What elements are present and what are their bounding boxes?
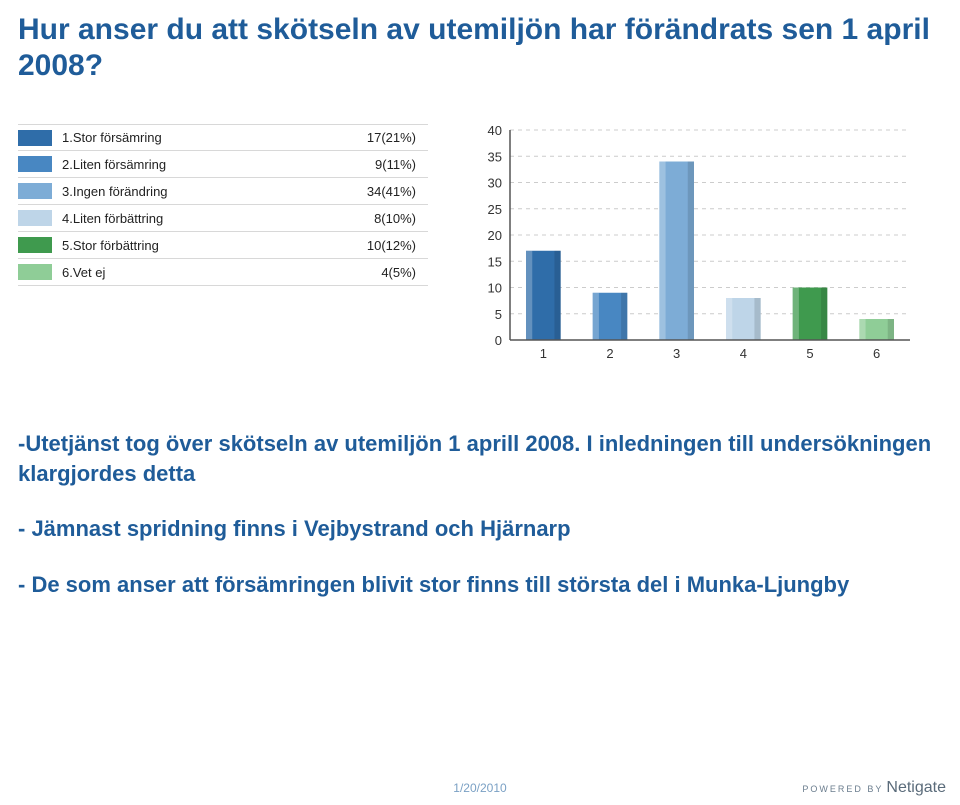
analysis-bullet: -Utetjänst tog över skötseln av utemiljö… — [18, 429, 942, 488]
analysis-text: -Utetjänst tog över skötseln av utemiljö… — [18, 429, 942, 600]
legend-row: 3.Ingen förändring34(41%) — [18, 178, 428, 205]
svg-text:5: 5 — [495, 307, 502, 322]
powered-by: POWERED BYNetigate — [802, 779, 946, 797]
legend-table: 1.Stor försämring17(21%)2.Liten försämri… — [18, 124, 428, 369]
legend-label: 1.Stor försämring — [62, 130, 367, 145]
svg-text:1: 1 — [540, 346, 547, 361]
svg-text:35: 35 — [488, 149, 502, 164]
content-row: 1.Stor försämring17(21%)2.Liten försämri… — [0, 124, 960, 369]
legend-swatch — [18, 210, 52, 226]
chart-svg: 0 5 10 15 20 25 30 35 40 1 2 3 4 5 6 — [468, 124, 920, 364]
legend-value: 8(10%) — [374, 211, 428, 226]
svg-text:10: 10 — [488, 281, 502, 296]
analysis-bullet: - Jämnast spridning finns i Vejbystrand … — [18, 514, 942, 544]
legend-row: 2.Liten försämring9(11%) — [18, 151, 428, 178]
legend-label: 4.Liten förbättring — [62, 211, 374, 226]
svg-text:0: 0 — [495, 333, 502, 348]
legend-value: 4(5%) — [381, 265, 428, 280]
legend-value: 34(41%) — [367, 184, 428, 199]
powered-brand: Netigate — [886, 779, 946, 796]
svg-text:2: 2 — [606, 346, 613, 361]
legend-swatch — [18, 183, 52, 199]
legend-value: 9(11%) — [375, 157, 428, 172]
powered-prefix: POWERED BY — [802, 784, 883, 794]
legend-swatch — [18, 264, 52, 280]
svg-text:20: 20 — [488, 228, 502, 243]
legend-label: 2.Liten försämring — [62, 157, 375, 172]
svg-text:4: 4 — [740, 346, 747, 361]
legend-row: 6.Vet ej4(5%) — [18, 259, 428, 286]
svg-text:5: 5 — [806, 346, 813, 361]
svg-text:3: 3 — [673, 346, 680, 361]
legend-value: 10(12%) — [367, 238, 428, 253]
footer-date: 1/20/2010 — [453, 781, 506, 795]
analysis-bullet: - De som anser att försämringen blivit s… — [18, 570, 942, 600]
svg-text:6: 6 — [873, 346, 880, 361]
svg-text:25: 25 — [488, 202, 502, 217]
legend-row: 5.Stor förbättring10(12%) — [18, 232, 428, 259]
legend-label: 3.Ingen förändring — [62, 184, 367, 199]
legend-swatch — [18, 130, 52, 146]
page-title: Hur anser du att skötseln av utemiljön h… — [0, 0, 960, 84]
legend-row: 1.Stor försämring17(21%) — [18, 124, 428, 151]
svg-text:30: 30 — [488, 176, 502, 191]
legend-swatch — [18, 237, 52, 253]
bar-chart: 0 5 10 15 20 25 30 35 40 1 2 3 4 5 6 — [468, 124, 920, 369]
svg-text:40: 40 — [488, 124, 502, 138]
legend-value: 17(21%) — [367, 130, 428, 145]
legend-label: 5.Stor förbättring — [62, 238, 367, 253]
legend-label: 6.Vet ej — [62, 265, 381, 280]
legend-row: 4.Liten förbättring8(10%) — [18, 205, 428, 232]
legend-swatch — [18, 156, 52, 172]
svg-text:15: 15 — [488, 254, 502, 269]
